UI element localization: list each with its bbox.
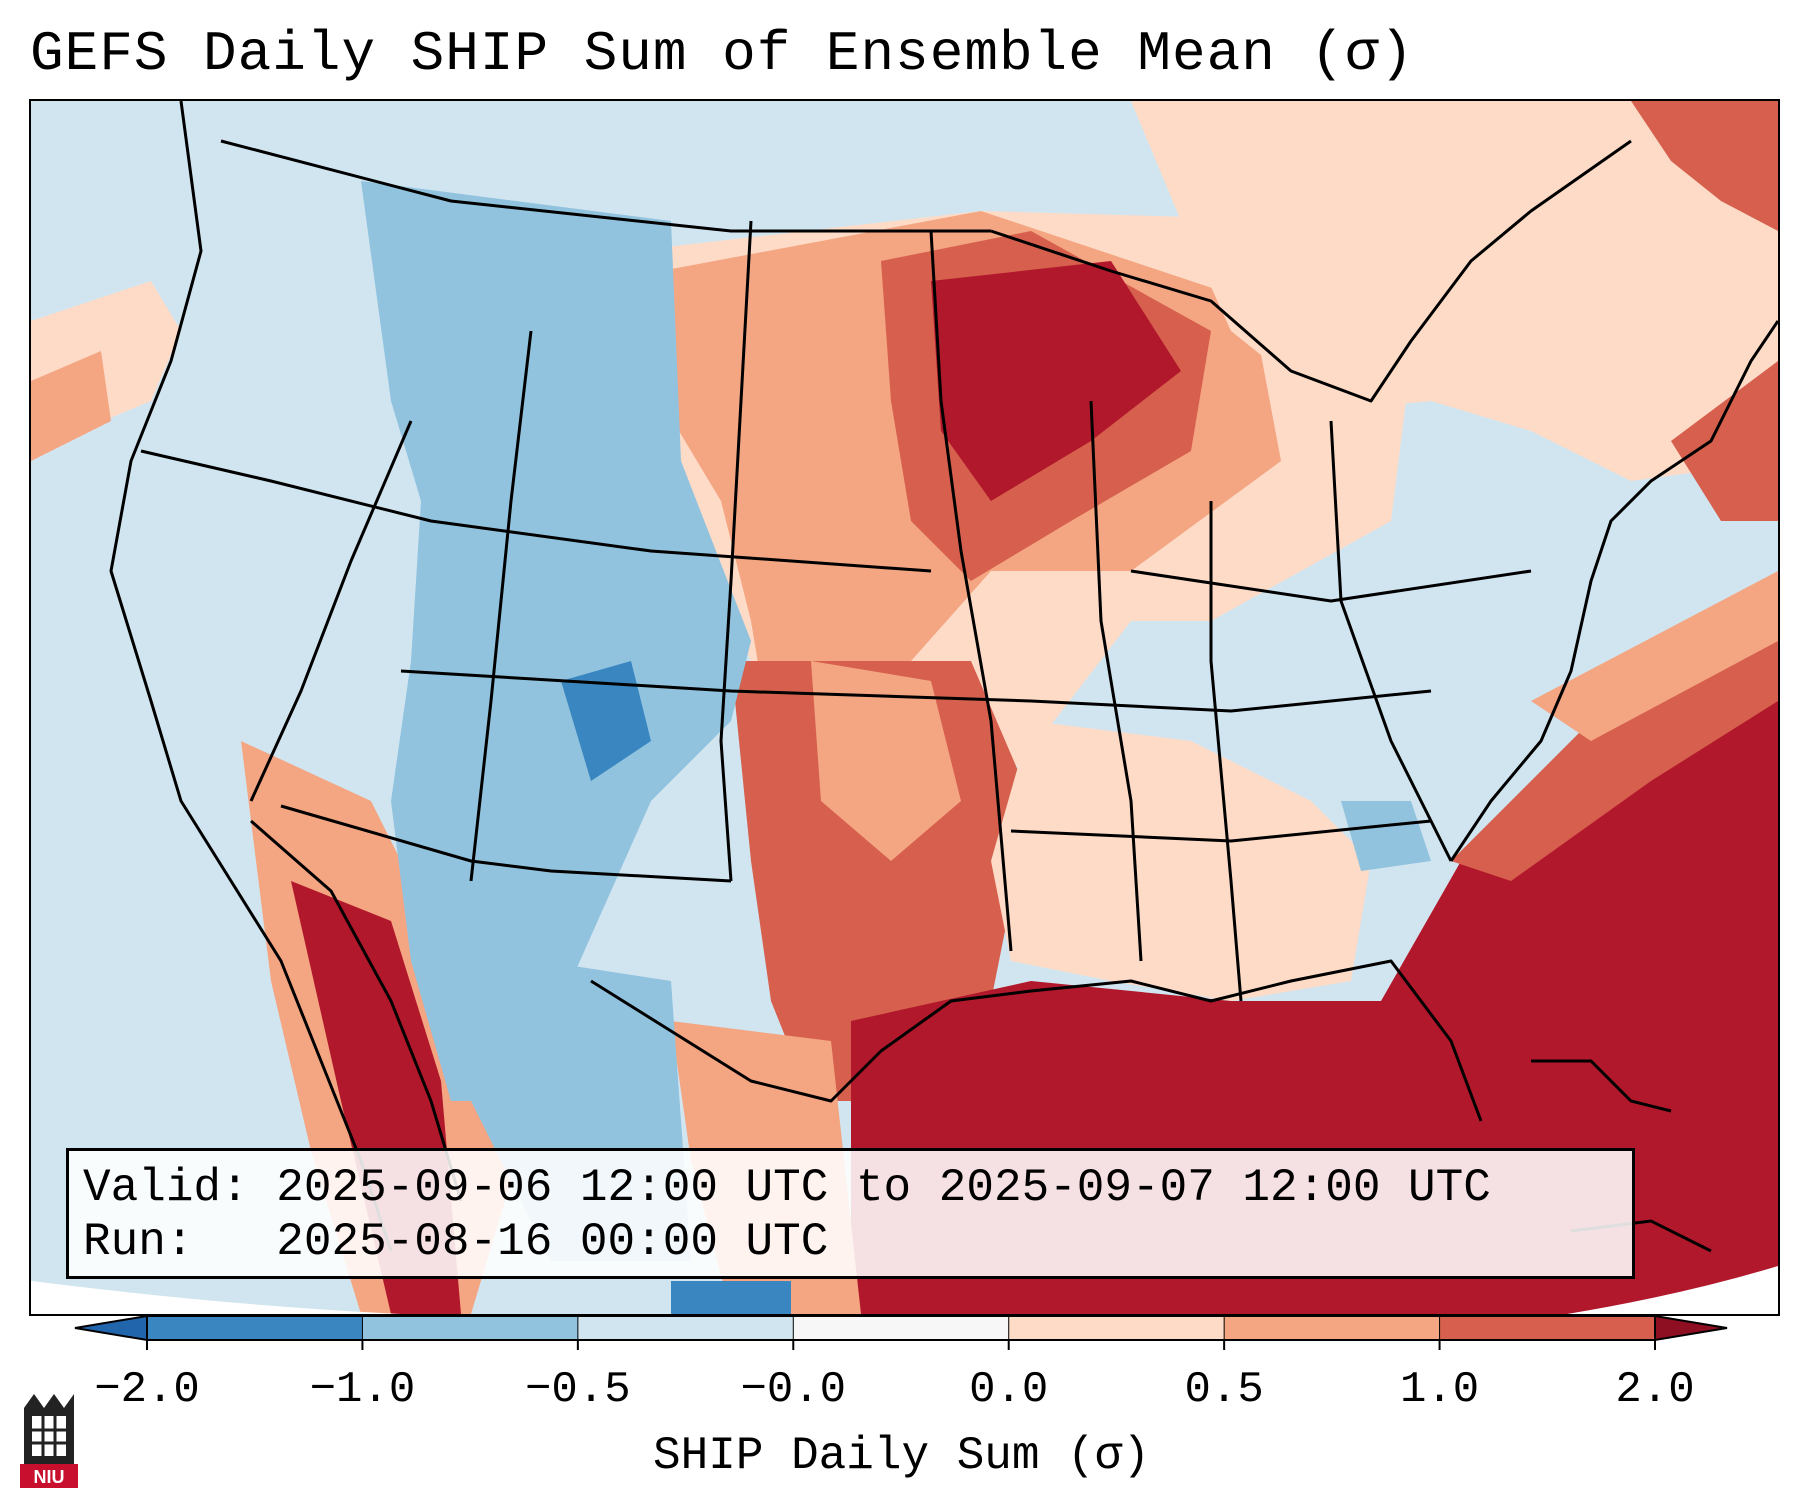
colorbar-tick-label: −1.0 [309,1365,416,1415]
state-line-11 [1010,819,1432,843]
field-region [561,661,651,781]
canada-border [220,139,991,233]
field-region [811,661,961,861]
colorbar-segment [147,1316,363,1340]
state-line-5 [469,330,533,882]
field-region [1451,621,1778,881]
state-line-3 [280,804,732,883]
island-outline [1531,1059,1672,1113]
colorbar-over-extension [1654,1316,1728,1342]
state-line-2 [400,669,1432,713]
colorbar-segment [1224,1316,1441,1340]
west-coastline [109,101,393,1252]
colorbar-segments [74,1316,1728,1342]
colorbar-segment [577,1316,794,1340]
field-region [1671,361,1778,521]
field-region [731,661,1031,1101]
colorbar-tick-label: −2.0 [94,1365,200,1415]
validity-info-box: Valid: 2025-09-06 12:00 UTC to 2025-09-0… [66,1148,1635,1279]
colorbar-under-extension [74,1316,148,1342]
field-region [361,181,751,1101]
logo-turrets [24,1394,74,1408]
boundary-lines [109,101,1778,1252]
atlantic-coastline [1449,320,1778,862]
valid-value: 2025-09-06 12:00 UTC to 2025-09-07 12:00… [276,1162,1491,1214]
colorbar-tick-marks [146,1316,1656,1350]
state-line-10 [1329,420,1453,862]
state-line-8 [1089,400,1143,962]
field-region [671,1281,791,1314]
valid-label: Valid: [83,1162,249,1214]
shaded-field [31,101,1778,1314]
run-label: Run: [83,1216,194,1268]
projection-edge [31,1281,731,1314]
state-line-4 [249,420,413,802]
state-line-6 [719,220,753,882]
colorbar [74,1316,1728,1350]
field-region [1531,571,1778,741]
logo-text: NIU [34,1467,65,1487]
chart-title: GEFS Daily SHIP Sum of Ensemble Mean (σ) [30,22,1415,86]
colorbar-segment [1008,1316,1225,1340]
great-lakes-border [990,139,1632,403]
field-region [31,351,111,461]
colorbar-segment [1439,1316,1656,1340]
colorbar-label: SHIP Daily Sum (σ) [653,1430,1150,1482]
state-line-7 [929,230,1013,952]
colorbar-tick-label: 2.0 [1615,1365,1695,1415]
field-region [1631,101,1778,231]
niu-logo: NIU [20,1394,78,1488]
field-region [931,261,1181,501]
state-line-12 [1130,569,1532,603]
baja-coastline [250,819,463,1202]
logo-banner [20,1464,78,1488]
map-panel [29,99,1780,1316]
run-value: 2025-08-16 00:00 UTC [276,1216,829,1268]
anomaly-map [31,101,1778,1314]
state-line-9 [1209,501,1243,1002]
state-line-1 [140,449,932,573]
logo-window [32,1416,66,1456]
colorbar-segment [793,1316,1010,1340]
colorbar-tick-label: −0.0 [740,1365,847,1415]
field-region [1341,801,1431,871]
colorbar-tick-label: −0.5 [525,1365,631,1415]
colorbar-segment [362,1316,579,1340]
field-region [991,721,1371,1001]
field-region [1131,101,1778,481]
colorbar-tick-label: 1.0 [1399,1365,1480,1415]
colorbar-tick-label: 0.5 [1184,1365,1264,1415]
colorbar-tick-label: 0.0 [969,1365,1049,1415]
gulf-coastline [590,959,1483,1122]
